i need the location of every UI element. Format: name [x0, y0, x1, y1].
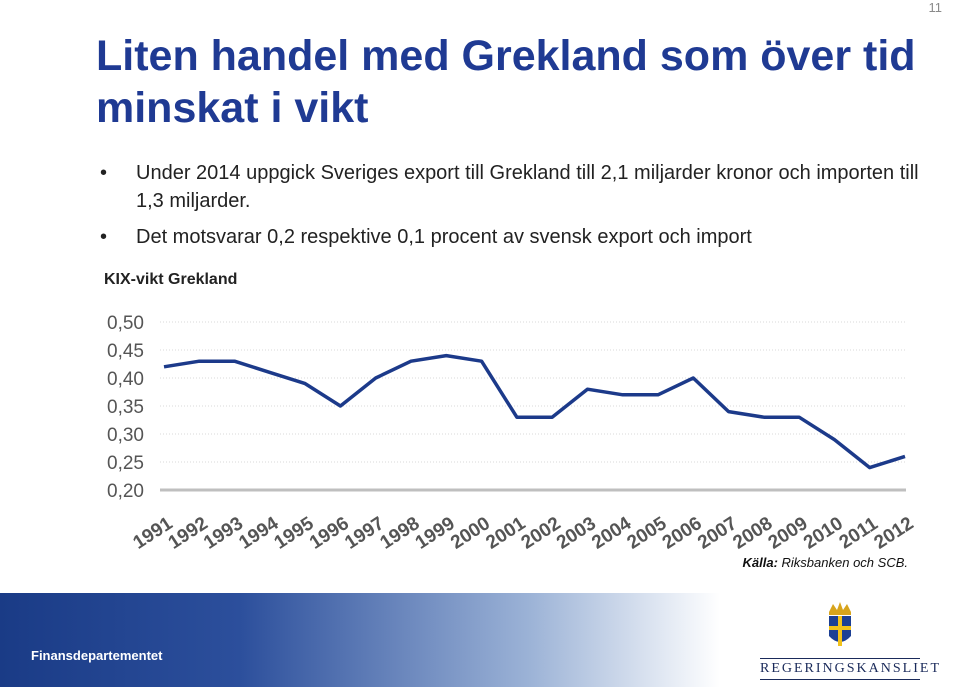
footer-department: Finansdepartementet — [31, 648, 163, 663]
slide-title: Liten handel med Grekland som över tid m… — [96, 32, 916, 132]
kix-weight-line-chart: 0,500,450,400,350,300,250,20199119921993… — [107, 313, 918, 550]
bullet-item: • Det motsvarar 0,2 respektive 0,1 proce… — [100, 223, 920, 251]
y-tick-label: 0,40 — [107, 369, 144, 390]
y-tick-label: 0,30 — [107, 425, 144, 446]
regeringskansliet-logo: REGERINGSKANSLIET — [760, 598, 939, 686]
footer-band: Finansdepartementet REGERINGSKANSLIET — [0, 593, 960, 687]
bullet-text: Under 2014 uppgick Sveriges export till … — [136, 162, 919, 212]
y-tick-label: 0,25 — [107, 453, 144, 474]
bullet-list: • Under 2014 uppgick Sveriges export til… — [100, 159, 920, 259]
y-tick-label: 0,20 — [107, 481, 144, 502]
source-note: Källa: Riksbanken och SCB. — [743, 555, 908, 570]
source-text: Riksbanken och SCB. — [777, 555, 908, 570]
bullet-dot-icon: • — [100, 162, 108, 184]
crown-shield-icon — [829, 602, 851, 646]
bullet-dot-icon: • — [100, 226, 108, 248]
y-tick-label: 0,50 — [107, 313, 144, 334]
chart-title: KIX-vikt Grekland — [104, 271, 238, 288]
x-tick-label: 2012 — [871, 513, 918, 550]
y-tick-label: 0,45 — [107, 341, 144, 362]
x-tick-label: 2010 — [800, 513, 847, 550]
bullet-text: Det motsvarar 0,2 respektive 0,1 procent… — [136, 226, 752, 248]
page-number: 11 — [928, 0, 943, 15]
source-label: Källa: — [742, 555, 778, 570]
bullet-item: • Under 2014 uppgick Sveriges export til… — [100, 159, 920, 215]
y-tick-label: 0,35 — [107, 397, 144, 418]
logo-wordmark: REGERINGSKANSLIET — [760, 658, 939, 680]
series-line — [163, 353, 906, 470]
